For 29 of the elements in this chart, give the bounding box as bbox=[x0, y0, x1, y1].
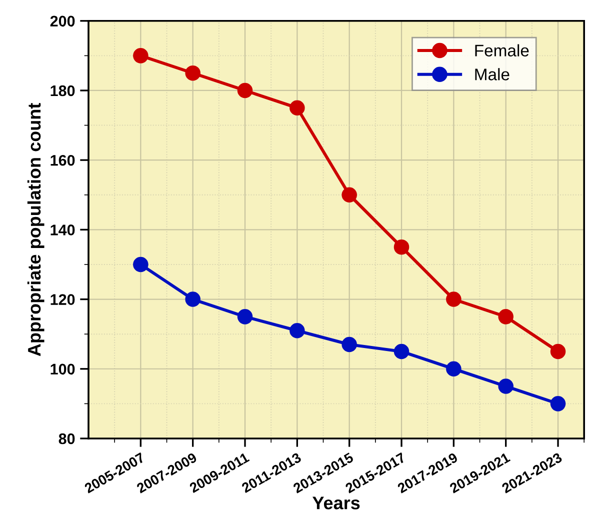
point bbox=[498, 378, 514, 394]
point bbox=[342, 336, 357, 352]
point bbox=[446, 361, 462, 377]
point bbox=[185, 65, 200, 81]
y-tick-label: 80 bbox=[58, 433, 75, 444]
point bbox=[550, 344, 566, 360]
y-axis-title: Appropriate population count bbox=[27, 103, 44, 356]
point bbox=[394, 239, 410, 255]
point bbox=[446, 292, 462, 307]
legend-label: Female bbox=[475, 44, 529, 56]
y-tick-label: 140 bbox=[50, 224, 75, 236]
point bbox=[237, 82, 253, 98]
y-tick-label: 120 bbox=[50, 294, 75, 305]
legend-label: Male bbox=[475, 68, 510, 80]
point bbox=[290, 322, 305, 338]
point bbox=[185, 292, 200, 307]
point bbox=[342, 187, 357, 203]
point bbox=[498, 309, 514, 324]
y-tick-label: 100 bbox=[50, 364, 75, 375]
point bbox=[290, 100, 305, 116]
y-tick-label: 200 bbox=[50, 16, 75, 27]
point bbox=[133, 256, 148, 272]
point bbox=[394, 344, 410, 360]
point bbox=[237, 309, 253, 324]
x-axis-title: Years bbox=[312, 496, 360, 510]
y-tick-label: 180 bbox=[50, 85, 75, 96]
y-tick-label: 160 bbox=[50, 154, 75, 166]
point bbox=[550, 396, 566, 412]
point bbox=[133, 48, 148, 64]
